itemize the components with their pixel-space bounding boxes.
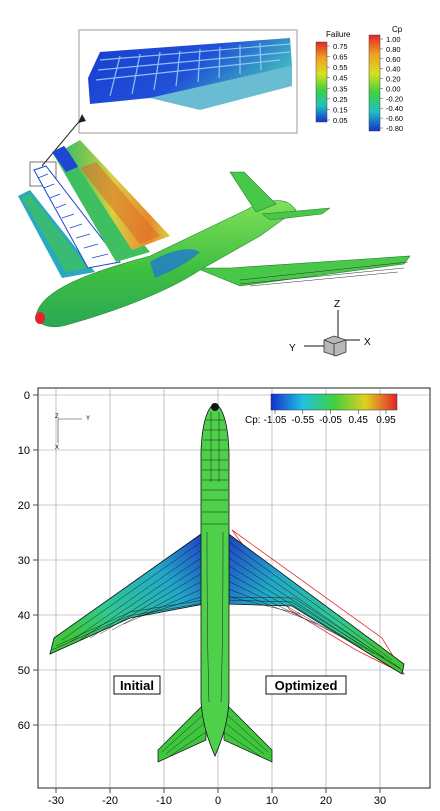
fuselage-planform bbox=[200, 403, 230, 758]
label-initial: Initial bbox=[120, 678, 154, 693]
cp-legend-bottom-label: -0.55 bbox=[291, 415, 314, 426]
failure-legend-title: Failure bbox=[326, 30, 351, 39]
failure-legend-label: 0.15 bbox=[333, 105, 348, 114]
x-tick-label: 0 bbox=[215, 795, 221, 807]
nose-tip bbox=[211, 403, 219, 411]
axis-x-label: X bbox=[364, 337, 371, 348]
cp-legend-top: Cp 1.000.800.600.400.200.00-0.20-0.40-0.… bbox=[368, 25, 403, 133]
cp-colorbar-top bbox=[368, 34, 381, 132]
cp-legend-top-label: 0.60 bbox=[386, 55, 401, 64]
cp-legend-top-label: 0.00 bbox=[386, 84, 401, 93]
x-tick-label: -10 bbox=[156, 795, 172, 807]
x-tick-label: 20 bbox=[320, 795, 332, 807]
x-tick-label: -20 bbox=[102, 795, 118, 807]
failure-legend-label: 0.45 bbox=[333, 74, 348, 83]
cp-legend-top-label: -0.60 bbox=[386, 114, 403, 123]
failure-legend-label: 0.35 bbox=[333, 84, 348, 93]
mini-axis-y: Y bbox=[86, 416, 90, 422]
failure-legend-label: 0.25 bbox=[333, 95, 348, 104]
nose-stagnation bbox=[35, 312, 45, 324]
vertical-tail bbox=[229, 171, 277, 213]
axis-y-label: Y bbox=[289, 343, 296, 354]
cp-legend-top-label: -0.40 bbox=[386, 104, 403, 113]
cp-colorbar-bottom bbox=[270, 393, 398, 411]
failure-legend-label: 0.55 bbox=[333, 63, 348, 72]
mini-axis-x: X bbox=[55, 445, 59, 451]
axis-z-label: Z bbox=[334, 299, 340, 310]
label-optimized: Optimized bbox=[275, 678, 338, 693]
aircraft-3d-view: Failure 0.75 0.650.55 0.450.35 0.250.15 0.05… bbox=[18, 25, 411, 357]
cp-legend-top-label: -0.80 bbox=[386, 124, 403, 133]
y-tick-label: 20 bbox=[18, 500, 30, 512]
y-tick-label: 60 bbox=[18, 720, 30, 732]
planform-cp-plot: -30 -20 -10 0 10 20 30 0 10 20 30 40 50 60 bbox=[18, 387, 431, 807]
cp-legend-bottom: Cp: -1.05 -0.55 -0.05 0.45 0.95 bbox=[245, 393, 398, 426]
cp-legend-bottom-label: -0.05 bbox=[319, 415, 342, 426]
y-tick-label: 40 bbox=[18, 610, 30, 622]
cp-legend-bottom-label: -1.05 bbox=[264, 415, 287, 426]
cp-legend-top-label: -0.20 bbox=[386, 94, 403, 103]
failure-colorbar bbox=[315, 41, 328, 123]
exploded-wing-layers bbox=[18, 140, 170, 278]
cp-legend-top-label: 0.80 bbox=[386, 45, 401, 54]
y-tick-label: 0 bbox=[24, 390, 30, 402]
label-optimized-box: Optimized bbox=[265, 675, 347, 695]
wing-spar-layer bbox=[33, 165, 121, 269]
cp-legend-top-label: 1.00 bbox=[386, 35, 401, 44]
axis-triad-3d bbox=[304, 310, 360, 357]
y-tick-label: 30 bbox=[18, 555, 30, 567]
x-tick-label: 30 bbox=[374, 795, 386, 807]
cp-legend-top-label: 0.40 bbox=[386, 65, 401, 74]
cp-legend-bottom-label: 0.45 bbox=[349, 415, 369, 426]
failure-legend-label: 0.65 bbox=[333, 53, 348, 62]
zoom-arrow bbox=[41, 117, 83, 167]
x-tick-label: 10 bbox=[266, 795, 278, 807]
x-tick-label: -30 bbox=[48, 795, 64, 807]
zoom-arrowhead bbox=[78, 114, 86, 123]
y-tick-label: 50 bbox=[18, 665, 30, 677]
cp-legend-top-title: Cp bbox=[392, 25, 403, 34]
failure-legend-label: 0.75 bbox=[333, 42, 348, 51]
failure-legend-label: 0.05 bbox=[333, 116, 348, 125]
mini-axis-z: Z bbox=[55, 414, 59, 420]
failure-legend: Failure 0.75 0.650.55 0.450.35 0.250.15 0.05 bbox=[315, 30, 351, 125]
cp-legend-top-label: 0.20 bbox=[386, 75, 401, 84]
label-initial-box: Initial bbox=[113, 675, 161, 695]
wing-structure-inset bbox=[78, 29, 298, 134]
cp-legend-bottom-label: 0.95 bbox=[376, 415, 396, 426]
horizontal-tail bbox=[261, 207, 331, 221]
right-wing bbox=[195, 255, 411, 287]
y-tick-label: 10 bbox=[18, 445, 30, 457]
mini-axis bbox=[57, 418, 82, 443]
cp-legend-prefix: Cp: bbox=[245, 415, 261, 426]
